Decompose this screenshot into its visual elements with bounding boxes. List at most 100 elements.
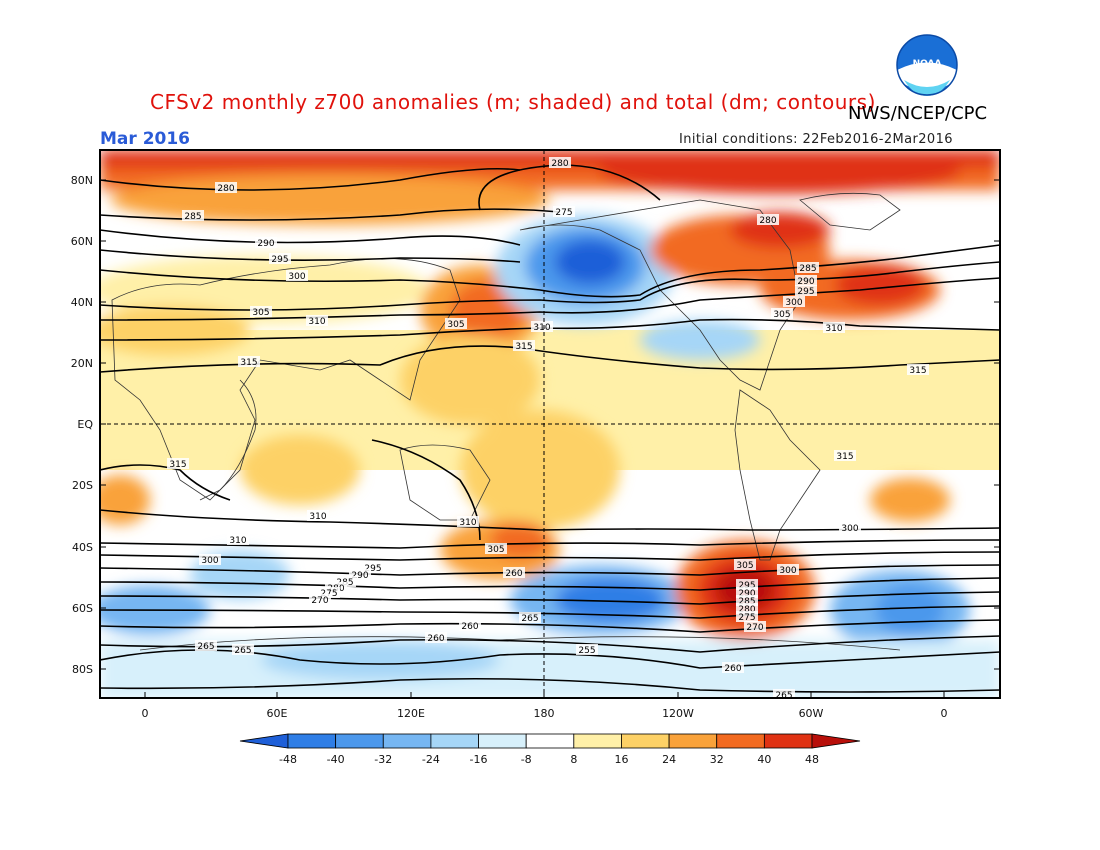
contour-label-bg: [306, 315, 328, 326]
lon-label: 120W: [662, 707, 694, 720]
lat-label: EQ: [77, 418, 93, 431]
colorbar-segment: [382, 733, 432, 749]
contour-label: 315: [169, 460, 186, 470]
colorbar-label: -48: [279, 753, 297, 766]
lat-label: 20S: [72, 479, 93, 492]
contour-label-bg: [309, 594, 331, 605]
contour-label-bg: [485, 543, 507, 554]
colorbar-segment: [478, 733, 527, 749]
contour-label: 295: [364, 564, 381, 574]
contour-label: 280: [738, 605, 755, 615]
colorbar-label: 48: [805, 753, 819, 766]
noaa-logo: NOAA: [896, 34, 958, 96]
colorbar-segment: [335, 733, 384, 749]
contour-label: 305: [773, 310, 790, 320]
contour-label: 300: [201, 556, 218, 566]
contour-label-bg: [777, 564, 799, 575]
contour-label-bg: [576, 644, 598, 655]
contour-label-bg: [459, 620, 481, 631]
initial-conditions: Initial conditions: 22Feb2016-2Mar2016: [679, 132, 953, 147]
contour-label-bg: [445, 318, 467, 329]
contour-label-bg: [269, 253, 291, 264]
lon-label: 180: [534, 707, 555, 720]
contour-label-bg: [167, 458, 189, 469]
contour-label: 310: [533, 323, 550, 333]
colorbar-segment: [763, 733, 813, 749]
lat-label: 40N: [71, 296, 93, 309]
contour-label-bg: [362, 562, 384, 573]
colorbar-label: 16: [614, 753, 628, 766]
longitude-axis: 0 60E 120E 180 120W 60W 0: [142, 692, 948, 720]
contour-label: 255: [578, 646, 595, 656]
colorbar-segment: [668, 733, 718, 749]
lat-label: 60N: [71, 235, 93, 248]
contour-label-bg: [734, 559, 756, 570]
contour-label-bg: [795, 275, 817, 286]
contour-label: 275: [738, 613, 755, 623]
contour-label-bg: [736, 611, 758, 622]
contour-label-bg: [255, 237, 277, 248]
contour-label-bg: [744, 621, 766, 632]
colorbar-label: -8: [521, 753, 532, 766]
colorbar-segment: [430, 733, 479, 749]
noaa-logo-text: NOAA: [913, 59, 942, 69]
colorbar: -48 -40 -32 -24 -16 -8 8 16 24 32 40 48: [239, 733, 861, 766]
colorbar-segment: [287, 733, 337, 749]
contour-label: 285: [799, 264, 816, 274]
contour-label: 280: [759, 216, 776, 226]
contour-label-bg: [227, 534, 249, 545]
contour-label-bg: [425, 632, 447, 643]
contour-label-bg: [839, 522, 861, 533]
contour-label-bg: [457, 516, 479, 527]
contour-label: 315: [515, 342, 532, 352]
contour-label-bg: [553, 206, 575, 217]
contour-label-bg: [349, 569, 371, 580]
contour-label-bg: [907, 364, 929, 375]
contour-label: 310: [308, 317, 325, 327]
lat-label: 40S: [72, 541, 93, 554]
contour-label: 300: [841, 524, 858, 534]
colorbar-segment: [621, 733, 670, 749]
contour-label: 260: [505, 569, 522, 579]
contour-label: 315: [240, 358, 257, 368]
contour-label: 295: [797, 287, 814, 297]
contour-label-bg: [503, 567, 525, 578]
colorbar-label: -16: [470, 753, 488, 766]
contour-label-bg: [232, 644, 254, 655]
contour-label-bg: [307, 510, 329, 521]
colorbar-arrow-right: [811, 733, 861, 749]
contour-label-bg: [736, 603, 758, 614]
contour-label: 310: [459, 518, 476, 528]
contour-label: 285: [738, 597, 755, 607]
contour-label-bg: [215, 182, 237, 193]
contour-label: 280: [551, 159, 568, 169]
contour-label: 290: [797, 277, 814, 287]
contour-label: 305: [447, 320, 464, 330]
height-contours: [100, 164, 1000, 693]
chart-title: CFSv2 monthly z700 anomalies (m; shaded)…: [150, 90, 876, 114]
contour-label: 260: [427, 634, 444, 644]
contour-label-bg: [783, 296, 805, 307]
contour-label: 295: [738, 581, 755, 591]
colorbar-segment: [716, 733, 765, 749]
lon-label: 0: [142, 707, 149, 720]
colorbar-label: 24: [662, 753, 676, 766]
colorbar-segment: [573, 733, 622, 749]
org-label: NWS/NCEP/CPC: [848, 103, 988, 124]
contour-label-bg: [250, 306, 272, 317]
contour-label: 270: [746, 623, 763, 633]
contour-label: 270: [311, 596, 328, 606]
contour-label: 300: [785, 298, 802, 308]
contour-label-bg: [823, 322, 845, 333]
contour-label: 260: [724, 664, 741, 674]
contour-label: 265: [234, 646, 251, 656]
contour-label: 295: [271, 255, 288, 265]
latitude-axis: 80N 60N 40N 20N EQ 20S 40S 60S 80S: [71, 174, 1000, 676]
contour-label-bg: [736, 579, 758, 590]
contour-label: 265: [197, 642, 214, 652]
contour-label: 290: [257, 239, 274, 249]
contour-label-bg: [199, 554, 221, 565]
contour-label-bg: [531, 321, 553, 332]
